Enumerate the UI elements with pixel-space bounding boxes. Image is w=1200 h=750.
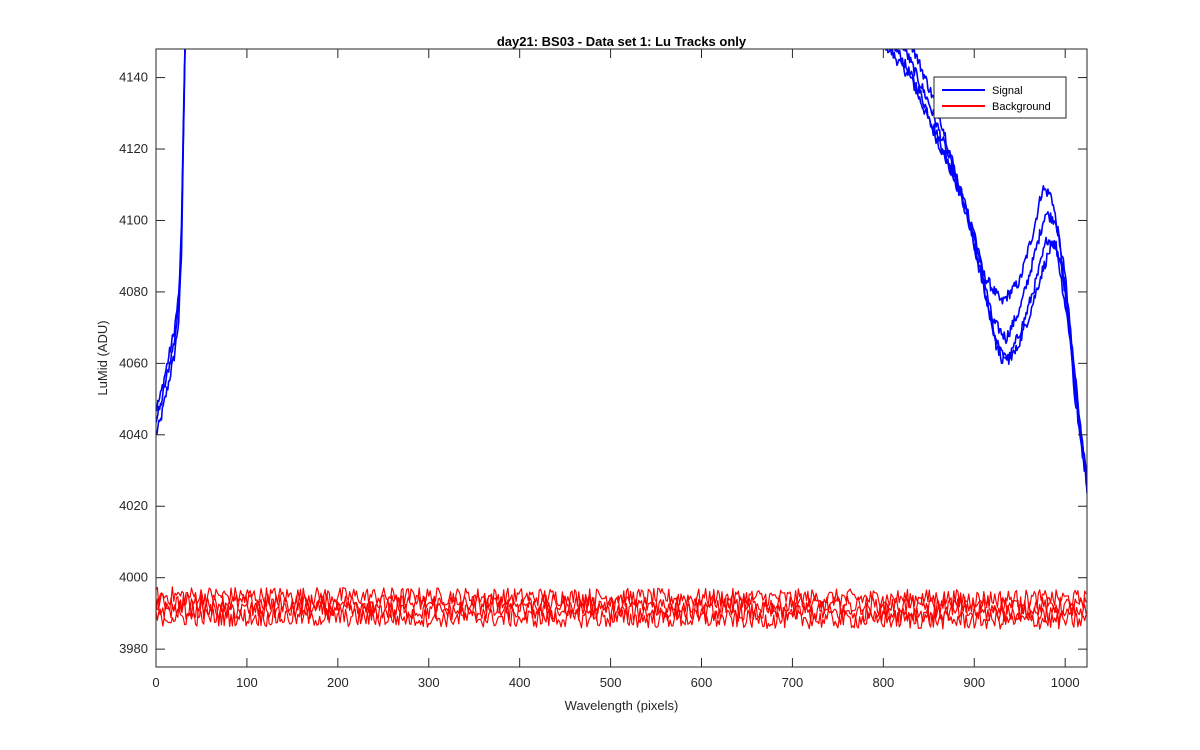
legend-signal-label: Signal	[992, 85, 1023, 97]
x-tick-label: 500	[600, 675, 622, 690]
y-tick-label: 4120	[119, 141, 148, 156]
legend: Signal Background	[933, 76, 1067, 119]
chart-title: day21: BS03 - Data set 1: Lu Tracks only	[497, 34, 747, 49]
x-tick-label: 200	[327, 675, 349, 690]
x-tick-label: 1000	[1051, 675, 1080, 690]
y-tick-label: 3980	[119, 641, 148, 656]
y-axis-label: LuMid (ADU)	[95, 320, 110, 395]
y-tick-label: 4040	[119, 427, 148, 442]
legend-background-label: Background	[992, 101, 1051, 113]
axes-box	[155, 48, 1088, 668]
x-tick-label: 400	[509, 675, 531, 690]
plot-area	[156, 49, 1087, 667]
y-tick-label: 4100	[119, 212, 148, 227]
x-tick-label: 0	[152, 675, 159, 690]
tick-layer: 0 100 200 300 400 500 600 700 800 900 1000 3980 4000…	[119, 49, 1087, 690]
signal-line	[156, 49, 186, 412]
x-tick-label: 300	[418, 675, 440, 690]
x-axis-label: Wavelength (pixels)	[565, 698, 679, 713]
x-tick-label: 600	[691, 675, 713, 690]
legend-box	[933, 76, 1067, 119]
background-line	[156, 607, 1087, 630]
y-tick-label: 4020	[119, 498, 148, 513]
background-line	[156, 600, 1087, 623]
y-tick-label: 4080	[119, 284, 148, 299]
x-tick-label: 900	[963, 675, 985, 690]
y-tick-label: 4140	[119, 70, 148, 85]
x-tick-label: 800	[872, 675, 894, 690]
signal-line	[894, 49, 1087, 486]
x-tick-label: 700	[782, 675, 804, 690]
y-tick-label: 4060	[119, 355, 148, 370]
x-tick-label: 100	[236, 675, 258, 690]
y-tick-label: 4000	[119, 570, 148, 585]
